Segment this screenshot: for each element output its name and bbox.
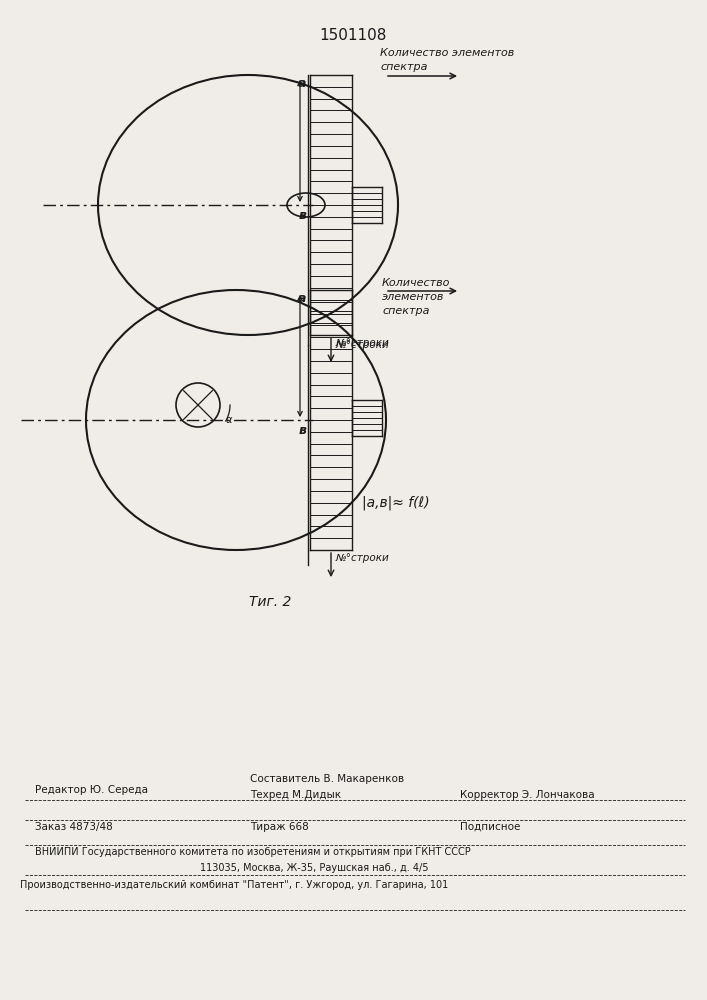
Text: Количество элементов: Количество элементов bbox=[380, 48, 514, 58]
Text: Подписное: Подписное bbox=[460, 822, 520, 832]
Text: в: в bbox=[298, 424, 306, 437]
Text: в: в bbox=[298, 209, 306, 222]
Text: Количество: Количество bbox=[382, 278, 450, 288]
Text: Редактор Ю. Середа: Редактор Ю. Середа bbox=[35, 785, 148, 795]
Text: элементов: элементов bbox=[382, 292, 445, 302]
Text: Корректор Э. Лончакова: Корректор Э. Лончакова bbox=[460, 790, 595, 800]
Text: 113035, Москва, Ж-35, Раушская наб., д. 4/5: 113035, Москва, Ж-35, Раушская наб., д. … bbox=[200, 863, 428, 873]
Text: ВНИИПИ Государственного комитета по изобретениям и открытиям при ГКНТ СССР: ВНИИПИ Государственного комитета по изоб… bbox=[35, 847, 471, 857]
Text: Заказ 4873/48: Заказ 4873/48 bbox=[35, 822, 112, 832]
Text: №°строки: №°строки bbox=[335, 338, 389, 348]
Text: спектра: спектра bbox=[382, 306, 429, 316]
Text: Техред М.Дидык: Техред М.Дидык bbox=[250, 790, 341, 800]
Text: Составитель В. Макаренков: Составитель В. Макаренков bbox=[250, 774, 404, 784]
Text: №°строки: №°строки bbox=[335, 553, 389, 563]
Text: Производственно-издательский комбинат "Патент", г. Ужгород, ул. Гагарина, 101: Производственно-издательский комбинат "П… bbox=[20, 880, 448, 890]
Text: α: α bbox=[226, 415, 233, 425]
Text: |a,в|≈ f(ℓ): |a,в|≈ f(ℓ) bbox=[362, 495, 430, 510]
Text: 1501108: 1501108 bbox=[320, 28, 387, 43]
Text: Тираж 668: Тираж 668 bbox=[250, 822, 309, 832]
Text: спектра: спектра bbox=[380, 62, 428, 72]
Text: Τиг. 2: Τиг. 2 bbox=[249, 595, 291, 609]
Text: a: a bbox=[298, 292, 306, 305]
Text: a: a bbox=[298, 77, 306, 90]
Text: №°строки: №°строки bbox=[335, 340, 389, 350]
